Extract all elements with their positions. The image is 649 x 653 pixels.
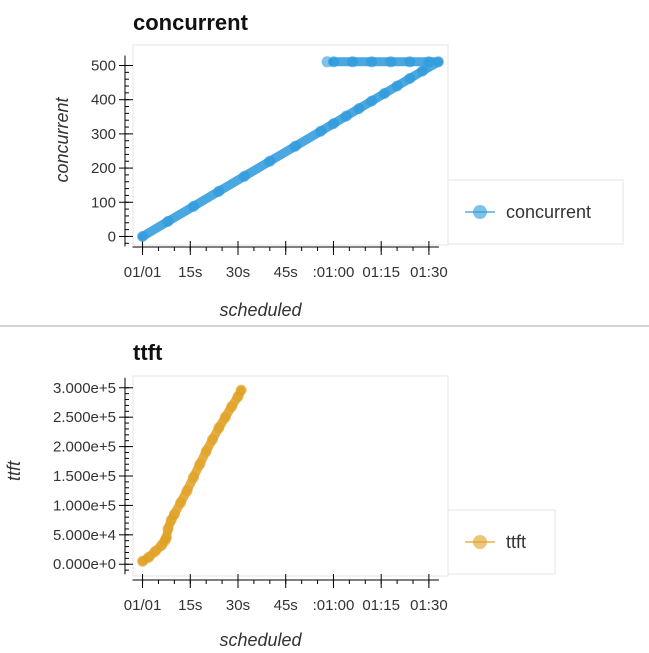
x-tick-label: 01:15 <box>362 264 400 281</box>
data-point <box>433 56 444 68</box>
data-point <box>235 384 247 396</box>
data-point <box>423 56 435 68</box>
data-point <box>417 65 428 77</box>
x-tick-label: 01:30 <box>410 597 448 614</box>
data-point <box>226 401 238 413</box>
data-point <box>315 125 327 137</box>
data-point <box>168 508 180 520</box>
x-tick-label: 15s <box>178 264 202 281</box>
legend-entry: ttft <box>506 532 526 552</box>
data-point <box>213 185 225 197</box>
chart-title: ttft <box>133 340 163 365</box>
y-axis-label: ttft <box>4 460 24 481</box>
data-point <box>328 118 339 130</box>
data-point <box>207 434 218 445</box>
data-point <box>378 88 390 99</box>
data-point <box>328 56 339 68</box>
chart-1: concurrent 0 100 200 300 400 500 01/01 15s 30s 45s… <box>52 10 624 320</box>
x-axis-label: scheduled <box>219 300 302 320</box>
x-tick-label: :01:00 <box>313 597 355 614</box>
data-point <box>353 103 365 115</box>
y-tick-label: 100 <box>91 194 116 211</box>
y-axis-label: concurrent <box>52 96 72 182</box>
data-point <box>162 215 174 227</box>
y-tick-label: 0.000e+0 <box>53 556 116 573</box>
data-point <box>219 411 231 423</box>
legend-box <box>447 509 556 575</box>
x-tick-label: 01:15 <box>362 597 400 614</box>
y-tick-label: 2.000e+5 <box>53 439 116 456</box>
x-tick-label: 30s <box>226 597 250 614</box>
data-point <box>404 56 416 68</box>
data-point <box>160 532 172 544</box>
x-tick-label: 01/01 <box>124 597 162 614</box>
data-point <box>366 95 378 107</box>
y-tick-label: 200 <box>91 160 116 177</box>
chart-2: ttft 0.000e+0 5.000e+4 1.000e+5 1.500e+5 2.00… <box>4 340 556 650</box>
y-tick-label: 500 <box>91 58 116 75</box>
y-tick-label: 300 <box>91 126 116 143</box>
plot-frame <box>132 375 449 577</box>
legend-marker <box>473 535 487 549</box>
y-tick-label: 5.000e+4 <box>53 527 116 544</box>
data-point <box>162 523 174 535</box>
data-point <box>213 422 225 434</box>
data-point <box>194 458 206 470</box>
data-point <box>289 140 301 152</box>
data-point <box>264 155 276 167</box>
y-tick-label: 2.500e+5 <box>53 409 116 426</box>
x-tick-label: 15s <box>178 597 202 614</box>
y-tick-label: 3.000e+5 <box>53 380 116 397</box>
data-point <box>188 471 199 483</box>
x-tick-label: 01:30 <box>410 264 448 281</box>
y-tick-label: 1.500e+5 <box>53 468 116 485</box>
x-tick-label: 45s <box>274 597 298 614</box>
y-tick-label: 1.000e+5 <box>53 497 116 514</box>
data-point <box>181 485 193 497</box>
data-point <box>347 56 358 68</box>
legend: concurrent <box>447 179 624 245</box>
data-point <box>404 73 416 84</box>
data-point <box>188 200 199 212</box>
plot-frame <box>132 44 449 246</box>
data-point <box>175 497 187 508</box>
y-tick-label: 0 <box>108 228 116 245</box>
x-tick-label: 45s <box>274 264 298 281</box>
x-tick-label: 01/01 <box>124 264 162 281</box>
data-point <box>200 445 212 457</box>
legend: ttft <box>447 509 556 575</box>
legend-entry: concurrent <box>506 202 591 222</box>
data-point <box>391 80 403 92</box>
chart-title: concurrent <box>133 10 249 35</box>
data-point <box>238 170 250 182</box>
legend-marker <box>473 205 487 219</box>
y-tick-label: 400 <box>91 92 116 109</box>
data-point <box>385 56 397 68</box>
data-point <box>340 110 352 122</box>
x-tick-label: 30s <box>226 264 250 281</box>
x-axis-label: scheduled <box>219 630 302 650</box>
x-tick-label: :01:00 <box>313 264 355 281</box>
data-point <box>137 231 148 242</box>
data-point <box>366 56 378 68</box>
